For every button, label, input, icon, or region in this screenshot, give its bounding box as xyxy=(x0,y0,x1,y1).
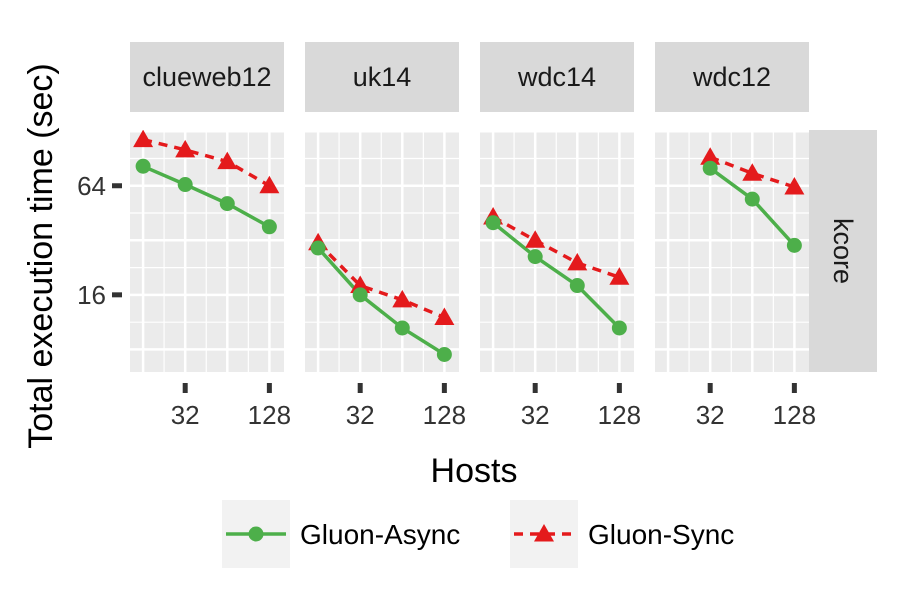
row-strip-kcore: kcore xyxy=(809,130,877,372)
row-strip-background xyxy=(809,130,877,372)
x-tick-label: 32 xyxy=(521,400,550,430)
legend-key-point-gluon-async xyxy=(248,526,264,542)
x-tick-label: 32 xyxy=(696,400,725,430)
point-gluon-sync xyxy=(350,275,371,294)
strip-label: wdc12 xyxy=(692,62,771,92)
x-tick-label: 128 xyxy=(598,400,641,430)
point-gluon-async xyxy=(527,249,543,265)
plot-background xyxy=(305,130,459,372)
x-tick-label: 128 xyxy=(423,400,466,430)
point-gluon-sync xyxy=(784,176,805,195)
y-tick-label: 64 xyxy=(77,171,106,201)
legend-label-gluon-sync: Gluon-Sync xyxy=(588,519,734,550)
y-axis-title: Total execution time (sec) xyxy=(22,63,60,449)
panel-clueweb12: clueweb12 32 128 xyxy=(130,42,291,430)
point-gluon-sync xyxy=(392,289,413,308)
x-tick-label: 32 xyxy=(171,400,200,430)
plot-background xyxy=(655,130,809,372)
series-line-gluon-async xyxy=(492,221,621,330)
series-line-gluon-sync xyxy=(142,137,271,188)
point-gluon-sync xyxy=(567,252,588,271)
legend: Gluon-Async Gluon-Sync xyxy=(222,500,734,568)
point-gluon-async xyxy=(786,237,802,253)
point-gluon-sync xyxy=(259,175,280,194)
point-gluon-sync xyxy=(525,230,546,248)
point-gluon-async xyxy=(436,346,452,362)
x-tick-label: 128 xyxy=(773,400,816,430)
legend-key-point-gluon-sync xyxy=(534,524,554,542)
point-gluon-sync xyxy=(700,147,721,165)
point-gluon-sync xyxy=(217,151,238,170)
point-gluon-async xyxy=(611,320,627,336)
point-gluon-sync xyxy=(133,130,154,148)
data-layer xyxy=(483,207,630,336)
row-strip-label: kcore xyxy=(828,218,858,284)
point-gluon-async xyxy=(310,240,326,256)
strip-label: clueweb12 xyxy=(142,62,271,92)
series-line-gluon-sync xyxy=(316,241,446,320)
strip-background xyxy=(130,42,284,112)
point-gluon-async xyxy=(352,287,368,303)
point-gluon-async xyxy=(394,320,410,336)
strip-label: wdc14 xyxy=(517,62,596,92)
strip-label: uk14 xyxy=(353,62,412,92)
panel-uk14: uk14 32 128 xyxy=(305,42,466,430)
series-line-gluon-async xyxy=(142,164,271,229)
point-gluon-async xyxy=(219,196,235,212)
panel-wdc14: wdc14 32 128 xyxy=(480,42,641,430)
x-tick-label: 32 xyxy=(346,400,375,430)
point-gluon-async xyxy=(569,278,585,294)
data-layer xyxy=(133,130,280,235)
series-line-gluon-sync xyxy=(492,215,620,279)
point-gluon-async xyxy=(135,158,151,174)
strip-background xyxy=(305,42,459,112)
panel-wdc12: wdc12 32 128 xyxy=(655,42,816,430)
panels-layer: clueweb12 32 128 uk14 32 128 wdc14 32 128 wdc12 32… xyxy=(130,42,816,430)
y-tick-label: 16 xyxy=(77,280,106,310)
strip-background xyxy=(655,42,809,112)
x-axis-title: Hosts xyxy=(431,452,518,490)
point-gluon-async xyxy=(702,160,718,176)
point-gluon-async xyxy=(177,177,193,193)
x-tick-label: 128 xyxy=(248,400,291,430)
point-gluon-sync xyxy=(742,163,763,181)
strip-background xyxy=(480,42,634,112)
plot-background xyxy=(130,130,284,372)
point-gluon-async xyxy=(744,191,760,207)
data-layer xyxy=(700,147,805,253)
point-gluon-sync xyxy=(434,307,455,325)
legend-label-gluon-async: Gluon-Async xyxy=(300,519,460,550)
point-gluon-async xyxy=(485,215,501,231)
data-layer xyxy=(308,232,455,362)
point-gluon-sync xyxy=(175,139,196,158)
point-gluon-sync xyxy=(609,267,630,285)
point-gluon-async xyxy=(261,219,277,235)
series-line-gluon-async xyxy=(316,246,446,356)
